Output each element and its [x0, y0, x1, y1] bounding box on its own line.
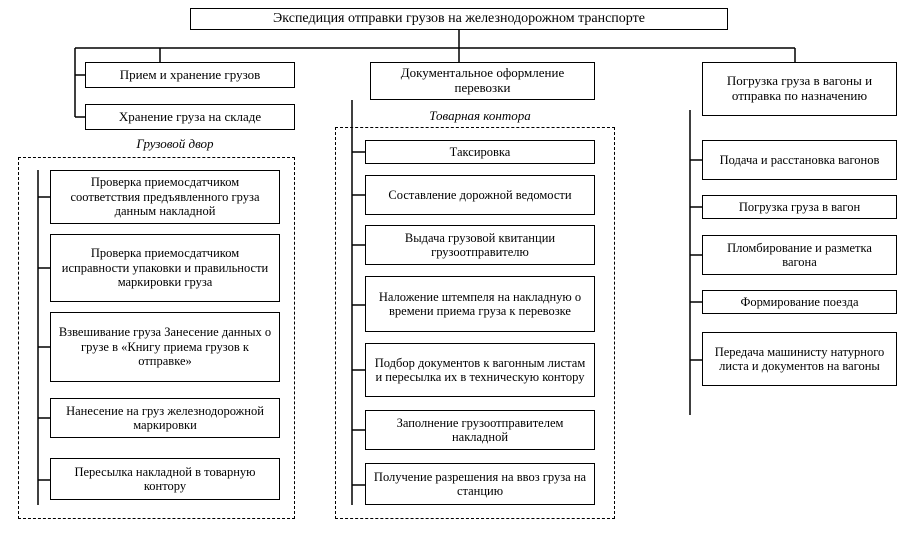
col2-section-label: Товарная контора [400, 108, 560, 124]
col1-item-0: Проверка приемосдатчиком соответствия пр… [50, 170, 280, 224]
col3-head: Погрузка груза в вагоны и отправка по на… [702, 62, 897, 116]
col3-item-3: Формирование поезда [702, 290, 897, 314]
col2-item-4: Подбор документов к вагонным листам и пе… [365, 343, 595, 397]
col2-item-3: Наложение штемпеля на накладную о времен… [365, 276, 595, 332]
col2-head: Документальное оформление перевозки [370, 62, 595, 100]
col1-sub: Хранение груза на складе [85, 104, 295, 130]
col3-item-0: Подача и расстановка вагонов [702, 140, 897, 180]
col2-item-1: Составление дорожной ведомости [365, 175, 595, 215]
col1-item-3: Нанесение на груз железнодорожной маркир… [50, 398, 280, 438]
col1-section-label: Грузовой двор [110, 136, 240, 152]
col1-item-2: Взвешивание груза Занесение данных о гру… [50, 312, 280, 382]
col2-item-6: Получение разрешения на ввоз груза на ст… [365, 463, 595, 505]
col2-item-0: Таксировка [365, 140, 595, 164]
col1-head: Прием и хранение грузов [85, 62, 295, 88]
col2-item-2: Выдача грузовой квитанции грузоотправите… [365, 225, 595, 265]
col1-item-1: Проверка приемосдатчиком исправности упа… [50, 234, 280, 302]
root-node: Экспедиция отправки грузов на железнодор… [190, 8, 728, 30]
col3-item-4: Передача машинисту натурного листа и док… [702, 332, 897, 386]
col1-item-4: Пересылка накладной в товарную контору [50, 458, 280, 500]
col3-item-1: Погрузка груза в вагон [702, 195, 897, 219]
col3-item-2: Пломбирование и разметка вагона [702, 235, 897, 275]
col2-item-5: Заполнение грузоотправителем накладной [365, 410, 595, 450]
